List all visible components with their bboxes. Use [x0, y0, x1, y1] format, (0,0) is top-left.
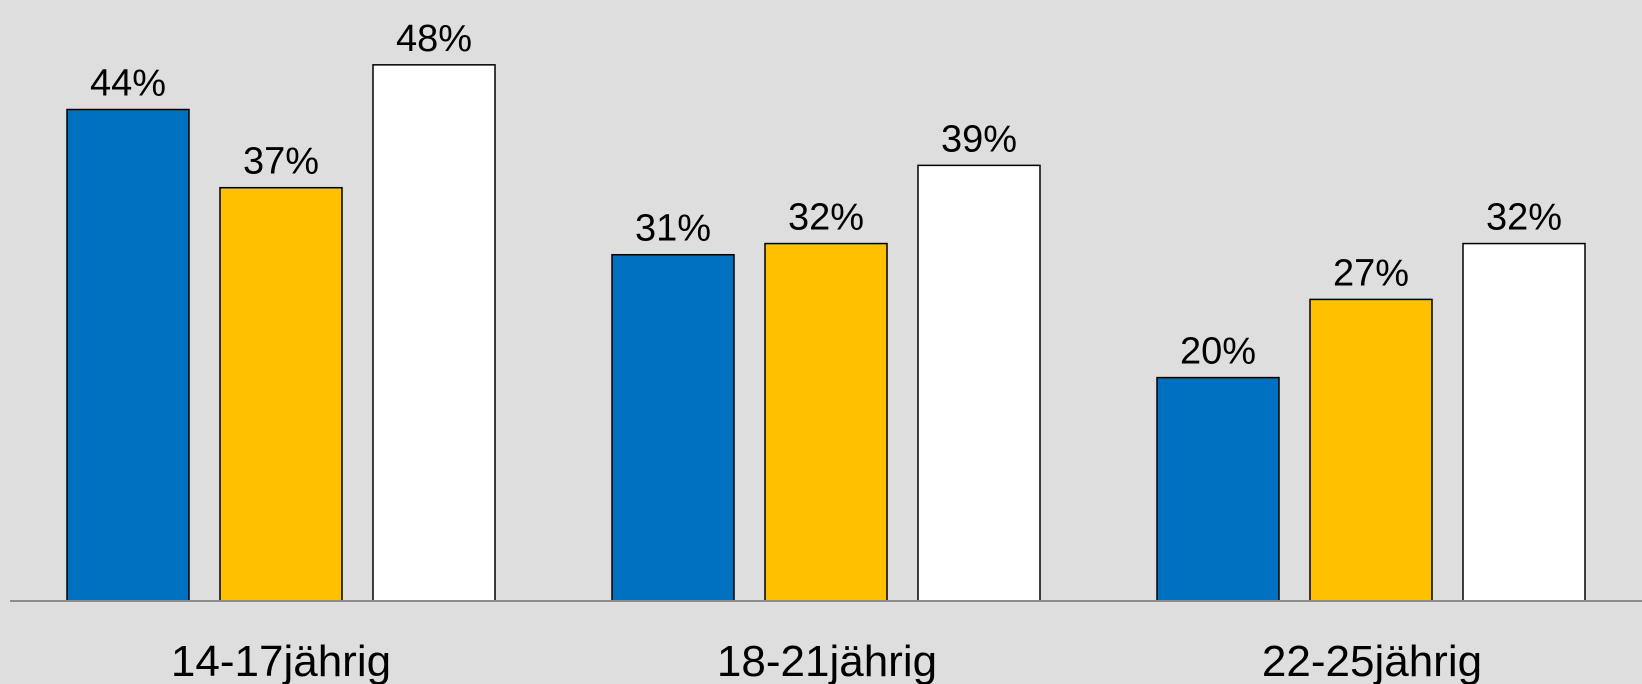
bars-layer — [66, 64, 1586, 602]
value-label-3-2: 27% — [1333, 252, 1409, 294]
bar-1-3 — [372, 64, 496, 602]
bar-3-3 — [1462, 242, 1586, 602]
value-label-1-2: 37% — [243, 141, 319, 183]
value-label-2-3: 39% — [941, 118, 1017, 160]
value-label-2-2: 32% — [788, 197, 864, 239]
value-label-1-1: 44% — [90, 63, 166, 105]
bar-2-2 — [764, 242, 888, 602]
bar-3-2 — [1309, 298, 1433, 602]
value-labels-layer: 44% 37% 48% 31% 32% 39% 20% 27% 32% — [90, 18, 1562, 373]
value-label-2-1: 31% — [635, 208, 711, 250]
category-label-1: 14-17jährig — [171, 637, 391, 684]
value-label-3-3: 32% — [1486, 197, 1562, 239]
bar-2-1 — [611, 253, 735, 602]
bar-1-2 — [219, 186, 343, 602]
category-label-2: 18-21jährig — [717, 637, 937, 684]
category-label-3: 22-25jährig — [1262, 637, 1482, 684]
value-label-3-1: 20% — [1180, 331, 1256, 373]
bar-3-1 — [1156, 376, 1280, 602]
bar-2-3 — [917, 164, 1041, 602]
value-label-1-3: 48% — [396, 18, 472, 60]
bar-1-1 — [66, 108, 190, 602]
category-labels-layer: 14-17jährig 18-21jährig 22-25jährig — [171, 637, 1482, 684]
